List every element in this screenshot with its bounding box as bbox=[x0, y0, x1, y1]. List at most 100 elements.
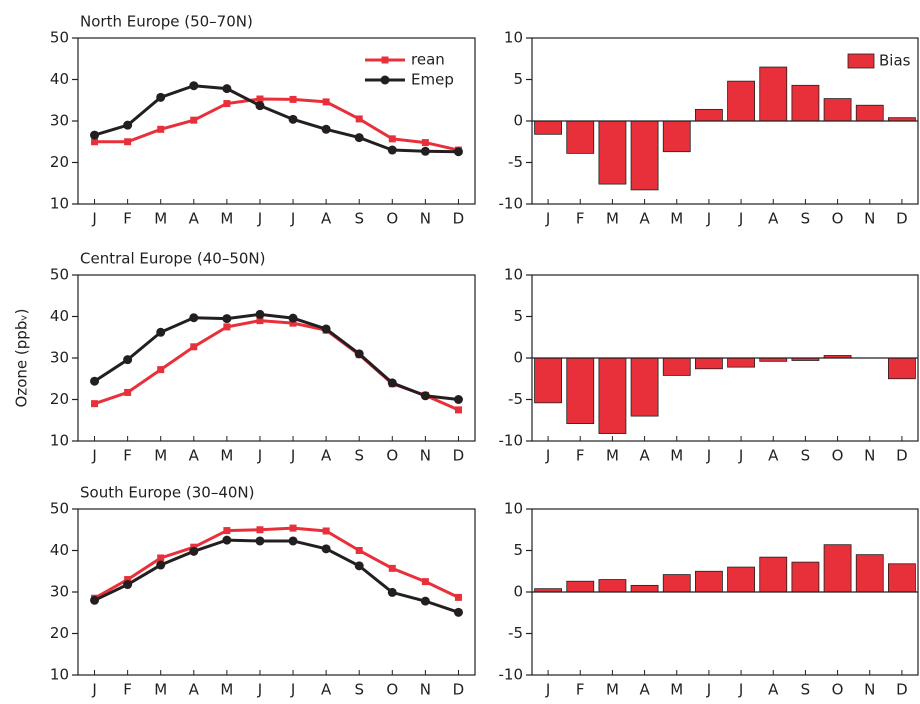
marker bbox=[156, 327, 166, 337]
marker bbox=[354, 349, 364, 359]
x-tick-label: J bbox=[91, 210, 96, 228]
x-tick-label: N bbox=[864, 210, 875, 228]
y-tick-label: 10 bbox=[504, 266, 523, 284]
y-tick-label: -10 bbox=[499, 195, 524, 213]
x-tick-label: J bbox=[257, 447, 262, 465]
bar bbox=[598, 357, 627, 434]
y-axis-label: Ozone (ppbᵥ) bbox=[13, 309, 31, 408]
x-tick-label: D bbox=[896, 447, 908, 465]
y-tick-label: 0 bbox=[513, 349, 523, 367]
x-tick-label: A bbox=[321, 447, 332, 465]
x-tick-label: J bbox=[290, 681, 295, 699]
marker bbox=[256, 95, 264, 103]
plot-frame bbox=[531, 508, 919, 676]
x-tick-label: S bbox=[801, 681, 811, 699]
x-tick-label: A bbox=[189, 681, 200, 699]
marker bbox=[255, 101, 265, 111]
x-tick-label: J bbox=[738, 681, 743, 699]
marker bbox=[256, 526, 264, 534]
marker bbox=[387, 378, 397, 388]
x-tick-label: F bbox=[576, 681, 585, 699]
marker bbox=[387, 587, 397, 597]
x-tick-label: J bbox=[545, 210, 550, 228]
marker bbox=[91, 400, 99, 408]
y-tick-label: 40 bbox=[50, 70, 69, 88]
panel-title: North Europe (50–70N) bbox=[80, 13, 253, 31]
bar bbox=[566, 580, 595, 593]
y-tick-label: 40 bbox=[50, 541, 69, 559]
x-tick-label: M bbox=[606, 681, 619, 699]
marker bbox=[454, 593, 462, 601]
x-tick-label: S bbox=[801, 447, 811, 465]
bar bbox=[695, 570, 723, 593]
marker bbox=[453, 147, 463, 157]
x-tick-label: N bbox=[420, 210, 431, 228]
bar bbox=[791, 84, 820, 122]
y-tick-label: 0 bbox=[513, 583, 523, 601]
bar bbox=[566, 120, 595, 154]
series-line bbox=[94, 84, 459, 154]
x-tick-label: S bbox=[354, 447, 364, 465]
marker bbox=[90, 130, 100, 140]
marker bbox=[321, 124, 331, 134]
x-tick-label: A bbox=[189, 210, 200, 228]
bar bbox=[855, 554, 884, 593]
marker bbox=[255, 536, 265, 546]
bar bbox=[888, 563, 916, 593]
y-tick-label: -5 bbox=[508, 153, 523, 171]
bar bbox=[823, 544, 852, 593]
marker bbox=[453, 607, 463, 617]
marker bbox=[156, 560, 166, 570]
x-tick-label: J bbox=[290, 447, 295, 465]
marker bbox=[322, 98, 330, 106]
x-tick-label: D bbox=[453, 681, 465, 699]
bar bbox=[888, 357, 916, 380]
x-tick-label: A bbox=[768, 210, 779, 228]
x-tick-label: A bbox=[189, 447, 200, 465]
marker bbox=[123, 355, 133, 365]
y-tick-label: 50 bbox=[50, 500, 69, 518]
bar bbox=[727, 357, 755, 368]
marker bbox=[189, 546, 199, 556]
bar bbox=[598, 120, 627, 185]
marker bbox=[90, 595, 100, 605]
marker bbox=[421, 139, 429, 147]
x-tick-label: O bbox=[386, 447, 398, 465]
marker bbox=[190, 343, 198, 351]
y-tick-label: -5 bbox=[508, 390, 523, 408]
x-tick-label: J bbox=[738, 210, 743, 228]
series-line bbox=[94, 319, 460, 412]
bar bbox=[791, 561, 820, 593]
x-tick-label: A bbox=[639, 681, 650, 699]
marker bbox=[156, 92, 166, 102]
marker bbox=[222, 535, 232, 545]
marker bbox=[157, 125, 165, 133]
y-tick-label: 20 bbox=[50, 390, 69, 408]
bar bbox=[566, 357, 595, 424]
y-tick-label: 30 bbox=[50, 349, 69, 367]
marker bbox=[354, 133, 364, 143]
marker bbox=[222, 314, 232, 324]
marker bbox=[288, 114, 298, 124]
x-tick-label: N bbox=[864, 447, 875, 465]
series-line bbox=[93, 526, 460, 600]
y-tick-label: 50 bbox=[50, 266, 69, 284]
x-tick-label: M bbox=[220, 447, 233, 465]
bar bbox=[759, 556, 788, 593]
x-tick-label: M bbox=[154, 447, 167, 465]
marker bbox=[289, 319, 297, 327]
bar bbox=[759, 66, 788, 122]
marker bbox=[123, 120, 133, 130]
x-tick-label: M bbox=[220, 681, 233, 699]
plot-frame bbox=[77, 37, 476, 205]
plot-frame bbox=[77, 274, 476, 442]
bar bbox=[630, 357, 659, 417]
plot-frame bbox=[531, 37, 919, 205]
y-tick-label: 5 bbox=[513, 307, 523, 325]
bar bbox=[534, 120, 562, 135]
bar bbox=[662, 357, 691, 376]
y-tick-label: 5 bbox=[513, 541, 523, 559]
x-tick-label: M bbox=[606, 447, 619, 465]
bar bbox=[630, 584, 659, 593]
